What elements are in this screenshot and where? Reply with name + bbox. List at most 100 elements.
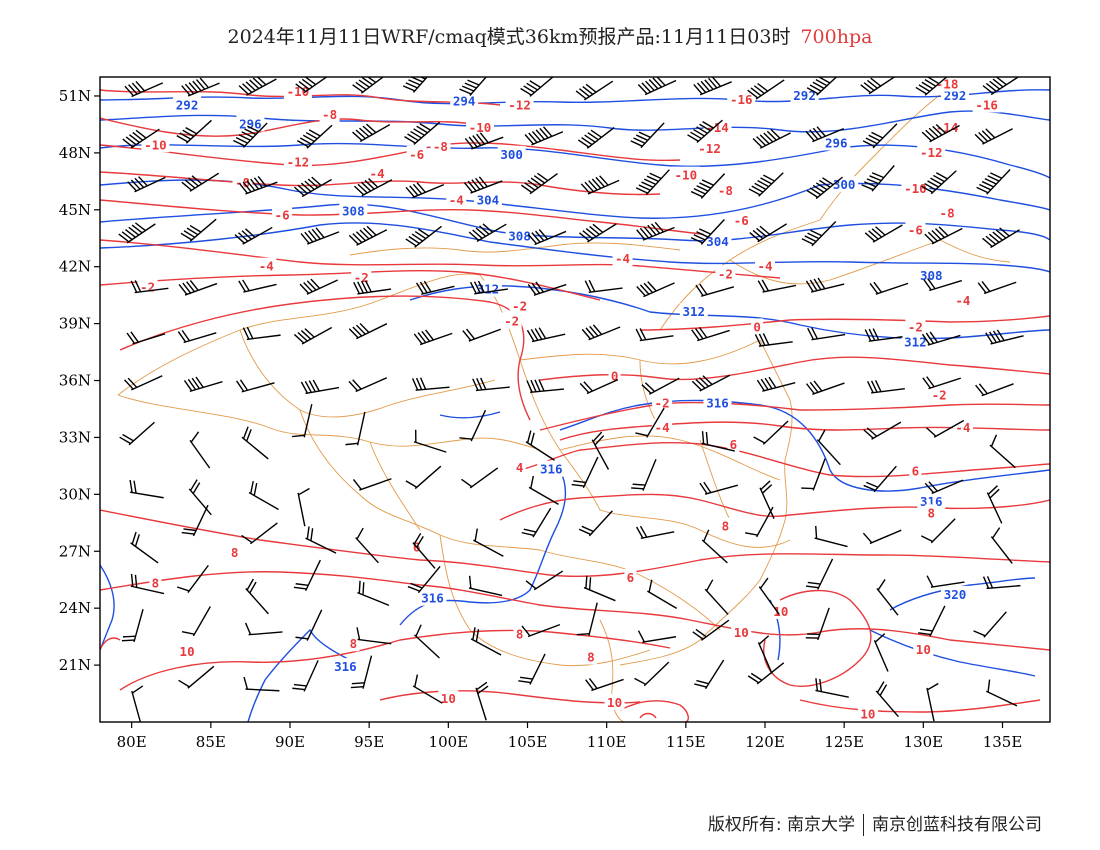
contour-label-bg	[256, 257, 277, 274]
wind-barb	[177, 330, 217, 344]
longitude-axis: 80E 85E 90E 95E 100E 105E 110E 115E 120E 125E 130E…	[117, 722, 1023, 751]
contour-label: 10	[734, 625, 749, 640]
wind-barb	[412, 674, 443, 704]
wind-barb	[357, 580, 390, 607]
wind-barb	[407, 565, 441, 594]
wind-barb	[807, 327, 846, 341]
wind-barb	[181, 504, 209, 537]
contour-label-bg	[319, 105, 340, 122]
contour-label: -4	[757, 259, 772, 274]
contour-label: 316	[421, 591, 444, 606]
contour-label-bg	[933, 119, 962, 136]
contour-label-bg	[909, 462, 922, 479]
wind-barb	[188, 479, 212, 516]
contour-label-bg	[513, 458, 526, 475]
contour-label: 292	[793, 88, 816, 103]
wind-barb	[520, 77, 557, 97]
contour-label-bg	[497, 145, 526, 162]
copyright-owner: 版权所有: 南京大学	[707, 815, 855, 835]
wind-barb	[990, 527, 1013, 564]
lon-tick-label: 120E	[745, 733, 785, 751]
contour-label: 8	[231, 545, 239, 560]
contour-label-bg	[339, 202, 368, 219]
wind-barb	[921, 331, 961, 346]
wind-barb	[580, 175, 620, 195]
wind-barb	[926, 682, 939, 722]
lat-tick-label: 27N	[59, 542, 91, 560]
wind-barb	[126, 331, 166, 345]
wind-barb	[413, 624, 440, 659]
wind-barb	[815, 678, 849, 698]
wind-barb	[975, 383, 1014, 397]
contour-label-bg	[331, 657, 360, 674]
wind-barb	[119, 421, 155, 446]
contour-label: -2	[655, 395, 670, 410]
lat-tick-label: 42N	[59, 258, 91, 276]
wind-barb	[122, 128, 160, 149]
contour-label: 10	[773, 604, 788, 619]
geopotential-labels: 292 296 294 300 304 308 308 304 312 312 292 292 296 3…	[173, 86, 969, 674]
contour-label-bg	[952, 418, 973, 435]
wind-barb	[864, 224, 903, 243]
wind-barb	[241, 426, 269, 460]
wind-barb	[355, 527, 379, 564]
contour-label-bg	[501, 312, 522, 329]
contour-label: -10	[287, 84, 310, 99]
wind-barb	[757, 635, 773, 674]
wind-barb	[473, 528, 504, 557]
contour-label: -4	[259, 259, 274, 274]
contour-label: -10	[904, 181, 927, 196]
contour-label-bg	[438, 690, 459, 707]
wind-barb	[176, 564, 209, 593]
contour-label-bg	[466, 119, 494, 136]
wind-barb	[989, 434, 1016, 469]
wind-barb	[129, 479, 164, 499]
lat-tick-label: 36N	[59, 372, 91, 390]
wind-barb	[189, 431, 211, 469]
contour-label-bg	[715, 265, 736, 282]
wind-barb	[636, 221, 675, 241]
wind-barb	[352, 478, 392, 491]
wind-barb	[525, 570, 564, 591]
wind-barb	[926, 575, 965, 588]
contour-label: -2	[718, 266, 733, 281]
wind-barb	[816, 429, 841, 466]
contour-label-bg	[232, 174, 253, 191]
contour-label: 8	[722, 519, 730, 534]
wind-barb	[124, 375, 163, 391]
wind-barb	[630, 122, 665, 149]
wind-barb	[242, 326, 281, 341]
contour-label-bg	[952, 291, 973, 308]
wind-barb	[744, 506, 774, 538]
wind-barb	[305, 526, 337, 554]
wind-barb	[631, 458, 657, 491]
contour-label: 8	[350, 636, 358, 651]
wind-barb	[757, 279, 797, 293]
lat-tick-label: 21N	[59, 656, 91, 674]
wind-barb	[805, 607, 830, 641]
wind-barb	[463, 176, 503, 194]
wind-barb	[756, 376, 796, 392]
wind-barb	[571, 456, 599, 489]
wind-barb	[348, 377, 388, 393]
wind-barb	[579, 223, 617, 243]
wind-barb	[181, 172, 220, 192]
contour-label: -14	[936, 120, 959, 135]
wind-barb	[459, 409, 487, 442]
contour-label: -2	[504, 314, 519, 329]
wind-barb	[875, 681, 899, 718]
temperature-labels: -10-8-12-10-10-12-6-8-4-8-4-6-4-2-2-4-2-…	[137, 77, 1001, 722]
wind-barb	[982, 227, 1020, 249]
wind-barb	[464, 132, 504, 150]
wind-barb	[973, 611, 1007, 638]
contour-label: 312	[682, 304, 705, 319]
wind-barb	[405, 465, 442, 490]
contour-label-bg	[505, 227, 534, 244]
contour-label-bg	[770, 602, 791, 619]
lon-tick-label: 135E	[983, 733, 1023, 751]
wind-barb	[180, 218, 217, 242]
wind-barb	[248, 480, 279, 511]
wind-barb	[977, 281, 1017, 295]
contour-label: -8	[433, 139, 448, 154]
contour-label: 296	[825, 135, 848, 150]
